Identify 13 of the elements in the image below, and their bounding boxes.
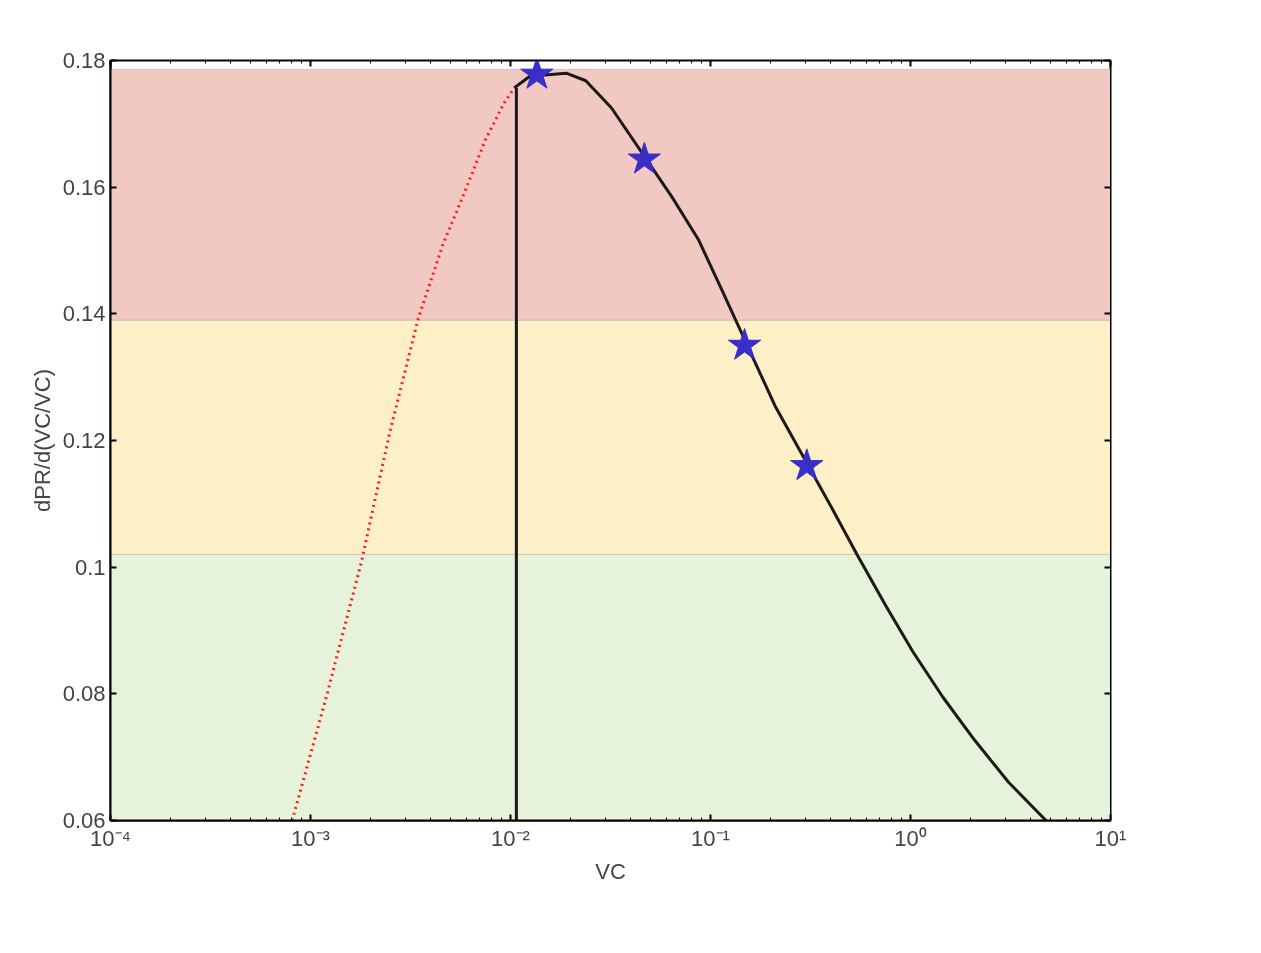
x-tick-label: 10⁰ <box>894 825 927 851</box>
x-tick-label: 10¹ <box>1094 825 1127 851</box>
x-tick-label: 10⁻² <box>491 825 530 851</box>
x-tick-label: 10⁻³ <box>291 825 330 851</box>
x-tick-label: 10⁻¹ <box>691 825 730 851</box>
y-tick-label: 0.12 <box>62 428 106 453</box>
y-tick-label: 0.14 <box>62 301 106 327</box>
y-tick-label: 0.08 <box>62 681 106 707</box>
y-tick-label: 0.1 <box>74 554 106 580</box>
x-axis-title: VC <box>595 858 626 884</box>
y-axis-title: dPR/d(VC/VC) <box>29 368 55 513</box>
y-tick-label: 0.16 <box>62 174 106 200</box>
y-tick-label: 0.18 <box>62 48 106 73</box>
